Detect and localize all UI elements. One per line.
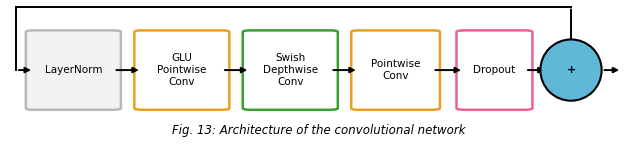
Text: LayerNorm: LayerNorm (45, 65, 102, 75)
Text: Pointwise
Conv: Pointwise Conv (371, 59, 420, 81)
Text: +: + (567, 65, 575, 75)
FancyBboxPatch shape (26, 30, 121, 110)
Text: GLU
Pointwise
Conv: GLU Pointwise Conv (157, 53, 207, 87)
Ellipse shape (540, 39, 602, 101)
FancyBboxPatch shape (457, 30, 532, 110)
Text: Dropout: Dropout (473, 65, 516, 75)
FancyBboxPatch shape (351, 30, 440, 110)
FancyBboxPatch shape (134, 30, 229, 110)
Text: Fig. 13: Architecture of the convolutional network: Fig. 13: Architecture of the convolution… (172, 124, 466, 137)
FancyBboxPatch shape (242, 30, 338, 110)
Text: Swish
Depthwise
Conv: Swish Depthwise Conv (263, 53, 318, 87)
